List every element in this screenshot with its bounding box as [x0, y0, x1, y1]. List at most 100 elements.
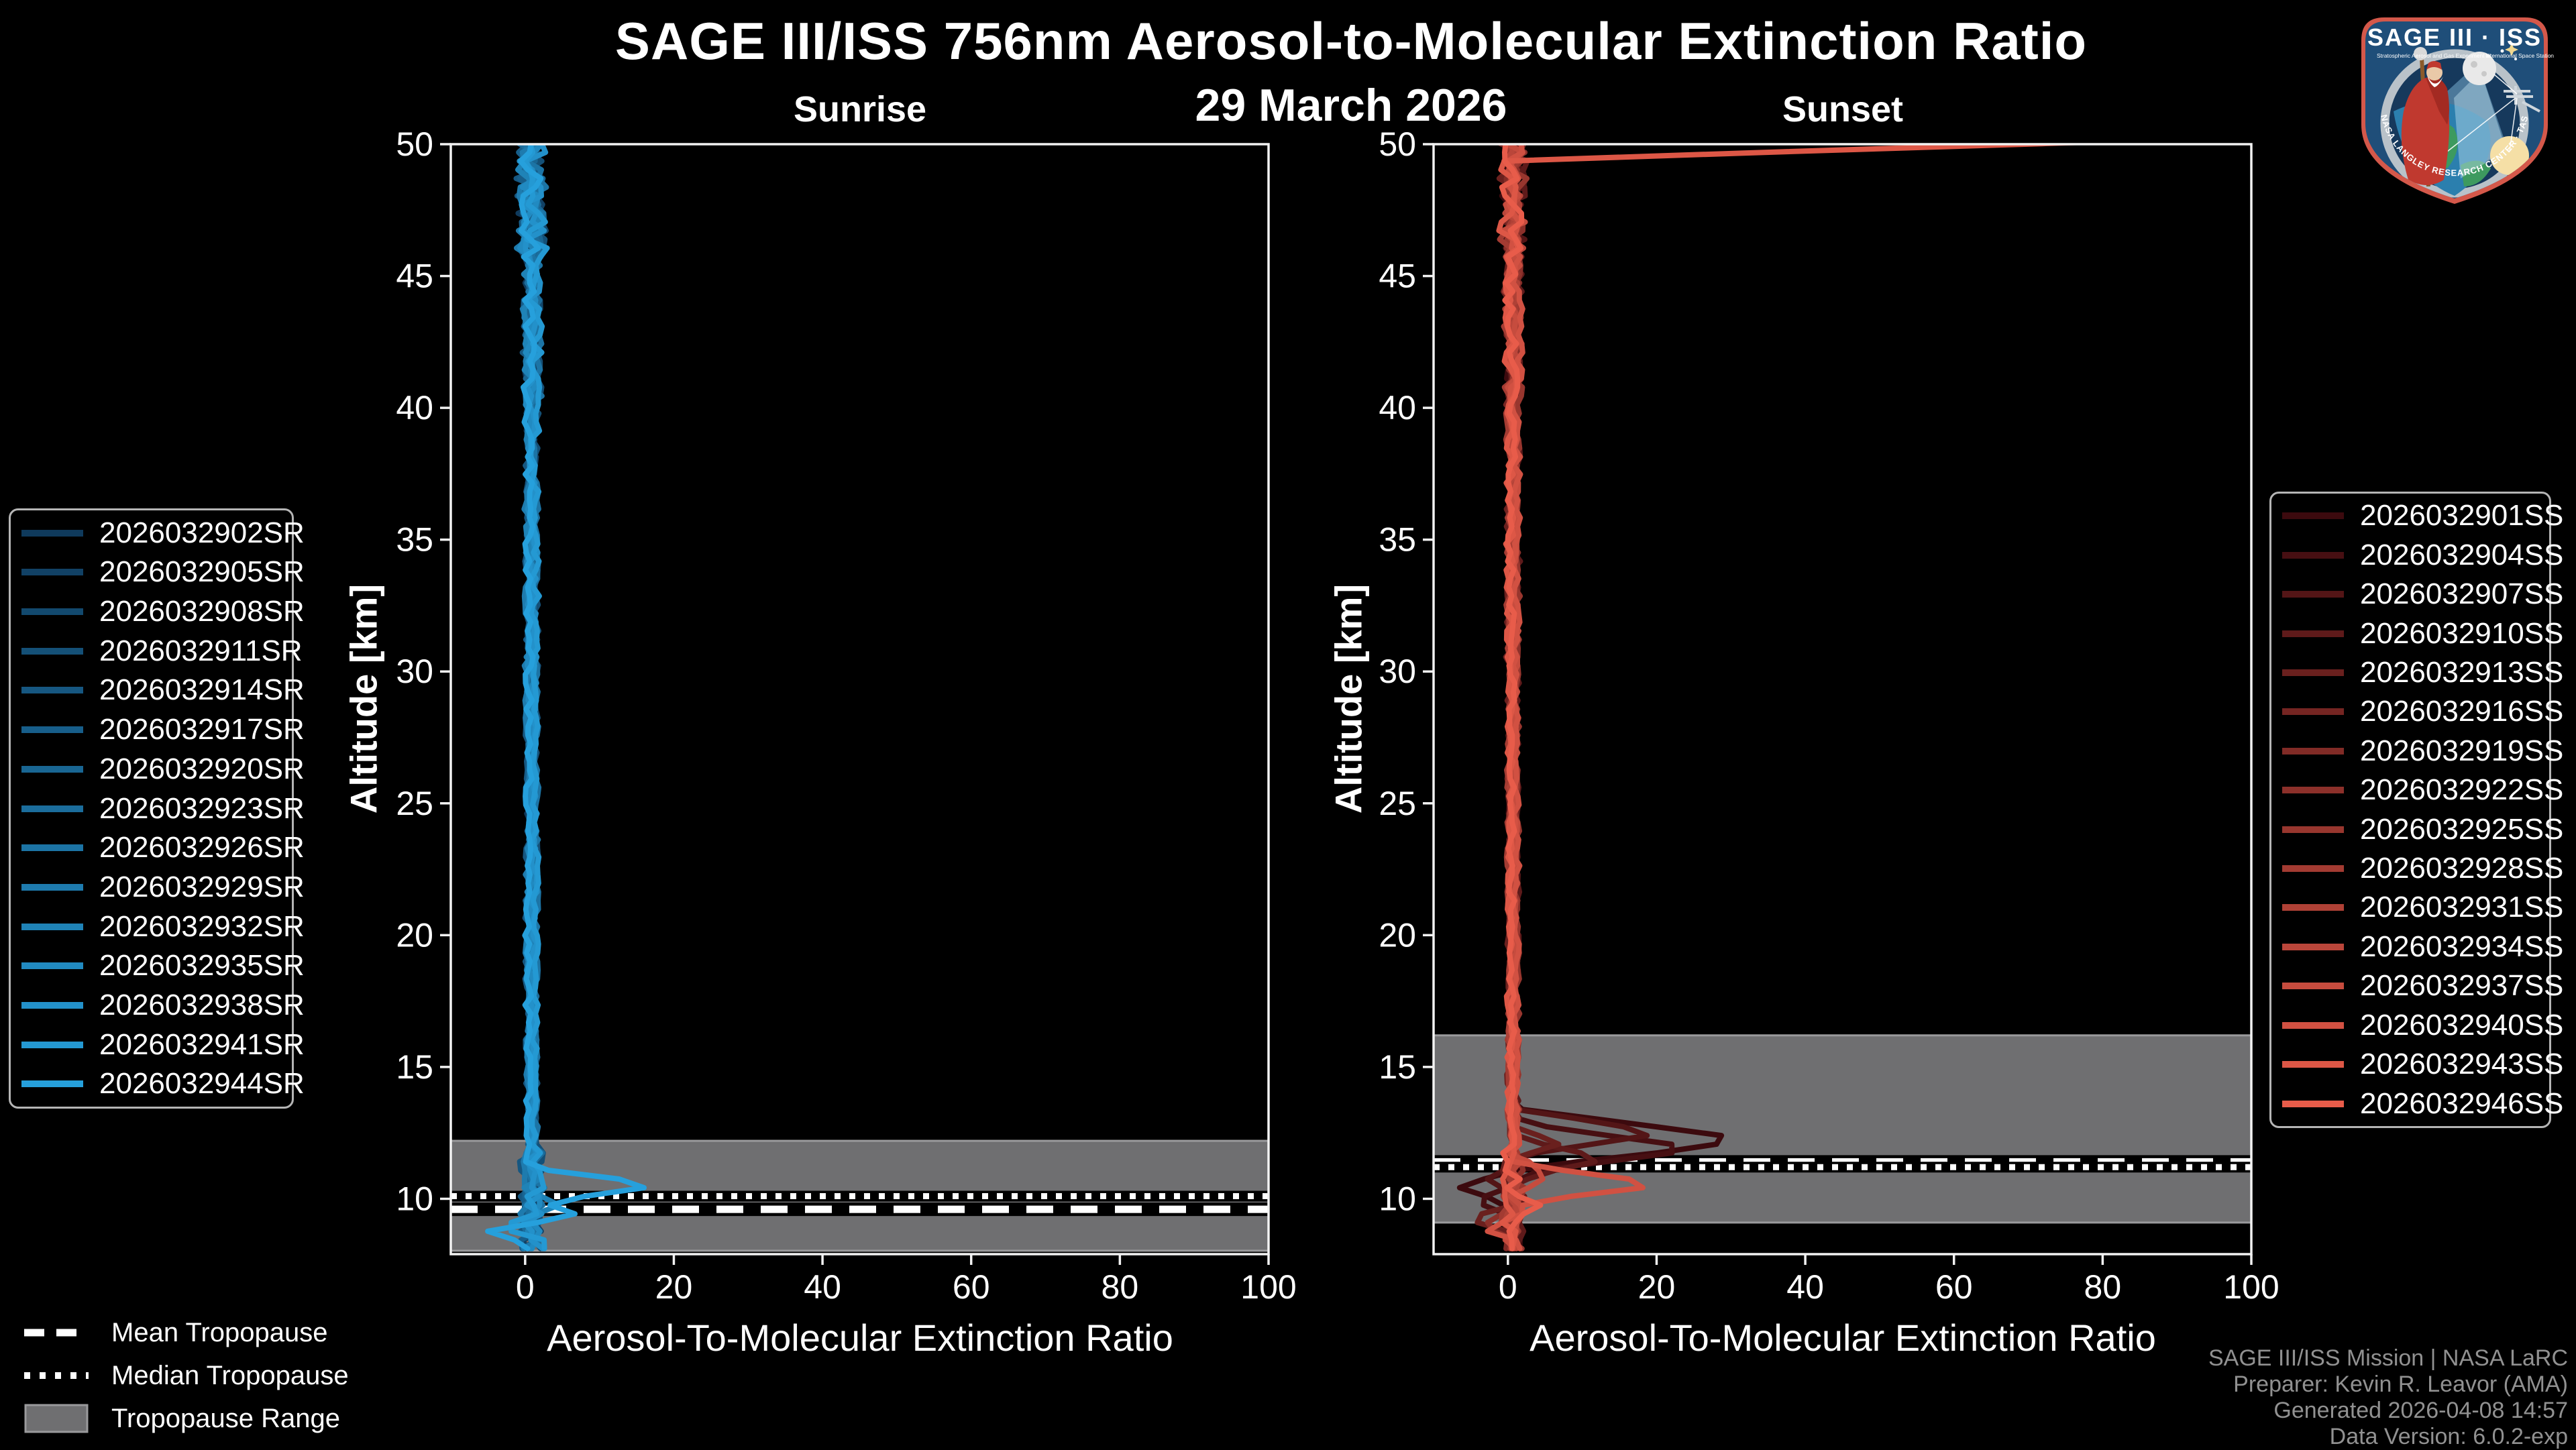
legend-line-sample — [21, 529, 83, 537]
legend-line-sample — [2282, 943, 2344, 950]
legend-event-label: 2026032907SS — [2360, 577, 2564, 611]
legend-event-label: 2026032932SR — [99, 909, 305, 943]
legend-item-2026032934SS: 2026032934SS — [2271, 930, 2563, 964]
patch-subtitle-left: Stratospheric Aerosol and Gas Experiment… — [2377, 52, 2491, 59]
legend-event-label: 2026032944SR — [99, 1067, 305, 1101]
legend-event-label: 2026032919SS — [2360, 734, 2564, 767]
median-tropopause-label: Median Tropopause — [111, 1360, 349, 1390]
legend-event-label: 2026032935SR — [99, 949, 305, 983]
y-tick-label: 40 — [396, 389, 433, 427]
legend-item-2026032905SR: 2026032905SR — [11, 555, 305, 589]
legend-line-sample — [21, 844, 83, 852]
y-tick-label: 30 — [1379, 653, 1416, 690]
legend-item-2026032946SS: 2026032946SS — [2271, 1087, 2563, 1121]
legend-item-2026032935SR: 2026032935SR — [11, 949, 305, 983]
x-tick-label: 40 — [1786, 1268, 1824, 1306]
x-tick-label: 100 — [2223, 1268, 2279, 1306]
wizard-figure — [2401, 47, 2450, 187]
legend-line-sample — [21, 765, 83, 773]
profile-line-2026032941SR — [508, 144, 550, 1251]
legend-line-sample — [21, 805, 83, 812]
tropopause-range-label: Tropopause Range — [111, 1403, 340, 1433]
legend-item-median-tropopause: Median Tropopause — [24, 1359, 349, 1392]
legend-line-sample — [2282, 1100, 2344, 1107]
y-tick-label: 20 — [396, 916, 433, 954]
legend-item-2026032910SS: 2026032910SS — [2271, 617, 2563, 651]
legend-item-2026032926SR: 2026032926SR — [11, 831, 305, 865]
legend-item-mean-tropopause: Mean Tropopause — [24, 1316, 349, 1349]
legend-event-label: 2026032914SR — [99, 673, 305, 707]
legend-item-2026032940SS: 2026032940SS — [2271, 1009, 2563, 1042]
earth-land-2 — [2461, 160, 2491, 186]
sunset-panel-title: Sunset — [1782, 89, 1904, 129]
legend-event-label: 2026032931SS — [2360, 891, 2564, 924]
stars — [2500, 43, 2518, 60]
sun — [2490, 136, 2529, 175]
legend-event-label: 2026032941SR — [99, 1027, 305, 1061]
legend-line-sample — [2282, 551, 2344, 559]
x-tick-label: 60 — [1935, 1268, 1973, 1306]
legend-line-sample — [21, 883, 83, 891]
legend-line-sample — [2282, 630, 2344, 637]
page-title: SAGE III/ISS 756nm Aerosol-to-Molecular … — [614, 11, 2088, 70]
legend-item-2026032919SS: 2026032919SS — [2271, 734, 2563, 768]
patch-title: SAGE III · ISS — [2367, 23, 2542, 51]
legend-item-2026032928SS: 2026032928SS — [2271, 852, 2563, 885]
iss — [2504, 86, 2540, 113]
legend-line-sample — [2282, 708, 2344, 716]
y-tick-label: 30 — [396, 653, 433, 690]
footer-generated-line: Generated 2026-04-08 14:57 — [2273, 1398, 2568, 1423]
legend-event-label: 2026032925SS — [2360, 812, 2564, 846]
x-tick-label: 40 — [804, 1268, 841, 1306]
legend-item-2026032908SR: 2026032908SR — [11, 595, 305, 628]
legend-item-2026032944SR: 2026032944SR — [11, 1067, 305, 1101]
legend-line-sample — [2282, 865, 2344, 873]
sunrise-panel-title: Sunrise — [793, 89, 927, 129]
y-tick-label: 45 — [396, 258, 433, 295]
moon — [2463, 52, 2496, 85]
x-tick-label: 100 — [1240, 1268, 1296, 1306]
legend-line-sample — [21, 1080, 83, 1088]
y-tick-label: 50 — [396, 125, 433, 163]
y-tick-label: 45 — [1379, 258, 1416, 295]
legend-event-label: 2026032937SS — [2360, 969, 2564, 1003]
legend-line-sample — [21, 647, 83, 655]
legend-item-2026032925SS: 2026032925SS — [2271, 813, 2563, 846]
x-tick-label: 0 — [516, 1268, 535, 1306]
y-tick-label: 35 — [1379, 521, 1416, 559]
legend-line-sample — [21, 962, 83, 970]
y-tick-label: 40 — [1379, 389, 1416, 427]
profile-line-2026032946SS — [1499, 144, 1544, 1251]
y-tick-label: 25 — [1379, 785, 1416, 822]
mean-tropopause-label: Mean Tropopause — [111, 1317, 328, 1347]
legend-item-2026032916SS: 2026032916SS — [2271, 695, 2563, 728]
legend-event-label: 2026032901SS — [2360, 499, 2564, 533]
moon-crater — [2481, 71, 2487, 76]
footer-version-line: Data Version: 6.0.2-exp — [2329, 1424, 2568, 1449]
legend-event-label: 2026032913SS — [2360, 656, 2564, 689]
gray-band-icon — [24, 1404, 89, 1433]
sunrise-panel-plot: 0 20 40 60 80 100 10 15 20 25 30 35 40 45 50 — [396, 125, 1296, 1306]
legend-event-label: 2026032946SS — [2360, 1086, 2564, 1120]
patch-subtitle-right: International Space Station — [2485, 52, 2554, 59]
y-tick-label: 20 — [1379, 916, 1416, 954]
legend-item-2026032922SS: 2026032922SS — [2271, 773, 2563, 807]
legend-item-2026032943SS: 2026032943SS — [2271, 1048, 2563, 1081]
date-subtitle: 29 March 2026 — [1195, 80, 1507, 131]
legend-event-label: 2026032922SS — [2360, 773, 2564, 807]
sunset-event-legend: 2026032901SS 2026032904SS 2026032907SS 2026… — [2269, 492, 2563, 1128]
y-tick-label: 10 — [1379, 1180, 1416, 1217]
panel-spines — [449, 143, 1270, 1256]
legend-line-sample — [2282, 1061, 2344, 1068]
x-tick-label: 20 — [655, 1268, 693, 1306]
legend-event-label: 2026032928SS — [2360, 852, 2564, 885]
legend-line-sample — [21, 569, 83, 576]
legend-item-2026032917SR: 2026032917SR — [11, 713, 305, 746]
sunrise-x-axis-label: Aerosol-To-Molecular Extinction Ratio — [547, 1317, 1173, 1359]
legend-event-label: 2026032911SR — [99, 634, 303, 667]
legend-item-2026032929SR: 2026032929SR — [11, 871, 305, 904]
footer-credits: SAGE III/ISS Mission | NASA LaRC Prepare… — [2208, 1345, 2568, 1450]
panel-spines — [1432, 143, 2253, 1256]
legend-line-sample — [21, 608, 83, 616]
legend-item-2026032938SR: 2026032938SR — [11, 989, 305, 1022]
